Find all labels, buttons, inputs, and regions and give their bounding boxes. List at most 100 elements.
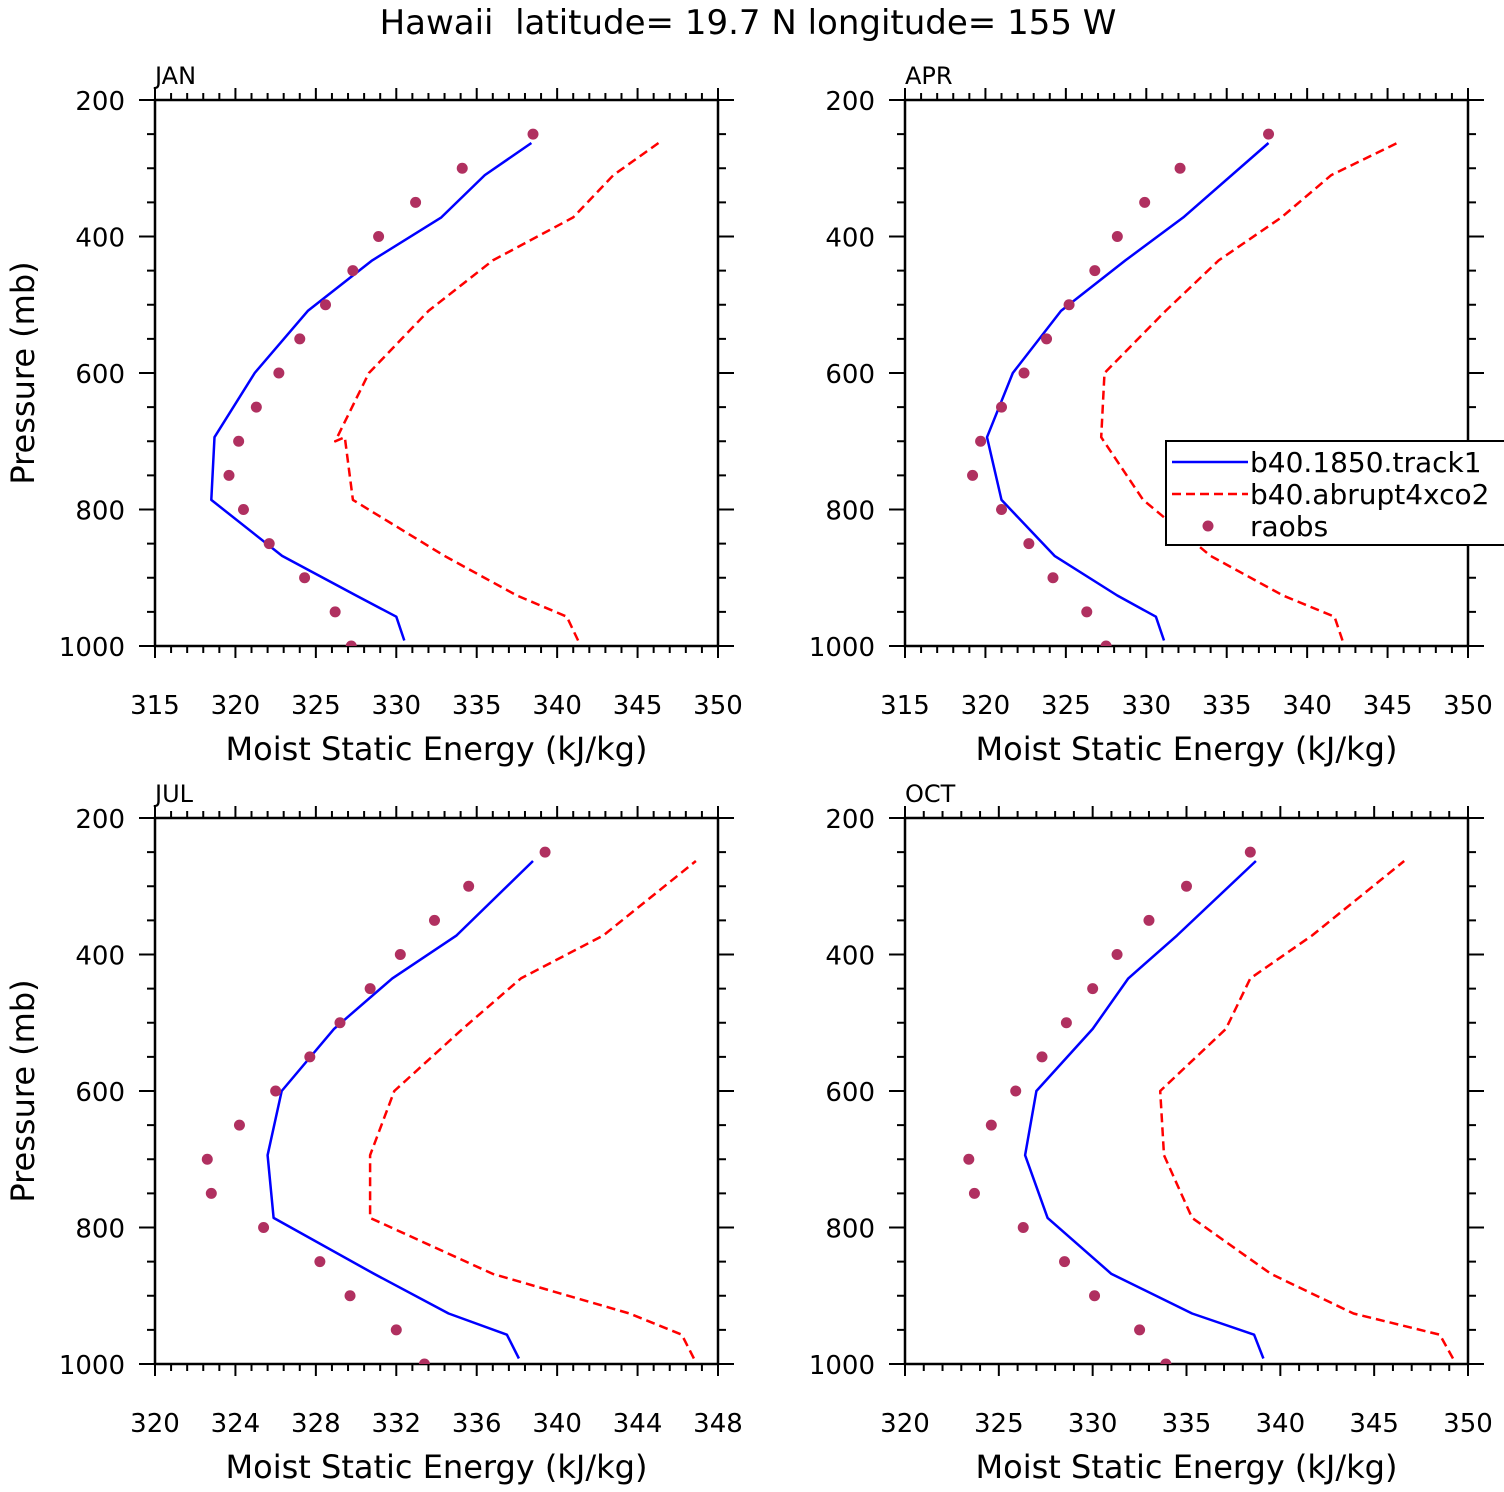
raobs-point <box>1244 846 1256 858</box>
x-axis-label: Moist Static Energy (kJ/kg) <box>226 730 648 768</box>
raobs-point <box>968 1187 980 1199</box>
x-tick-label: 320 <box>880 1409 930 1439</box>
y-tick-label: 1000 <box>59 633 125 663</box>
raobs-point <box>1017 1222 1029 1233</box>
y-tick-label: 400 <box>75 942 125 972</box>
raobs-point <box>975 435 987 447</box>
y-tick-label: 200 <box>825 805 875 835</box>
raobs-point <box>428 914 440 926</box>
y-tick-label: 800 <box>825 497 875 527</box>
raobs-point <box>1160 1358 1172 1364</box>
x-tick-label: 340 <box>1256 1409 1306 1439</box>
raobs-point <box>205 1187 217 1199</box>
raobs-point <box>1174 162 1186 174</box>
panel-label: APR <box>905 62 953 90</box>
y-axis-label: Pressure (mb) <box>4 261 42 484</box>
y-tick-label: 800 <box>75 1215 125 1245</box>
raobs-point <box>1089 1290 1101 1302</box>
y-tick-label: 1000 <box>59 1351 125 1381</box>
raobs-point <box>258 1222 270 1233</box>
series-line-b40-abrupt4xco2 <box>1158 860 1455 1360</box>
panel-jan: JAN 315 320 325 330 335 340 345 350 200 400 600 800 1… <box>4 62 743 768</box>
x-tick-label: 350 <box>1443 1409 1493 1439</box>
raobs-point <box>1087 983 1099 995</box>
plot-frame <box>903 98 1470 648</box>
raobs-point <box>1111 231 1123 242</box>
x-tick-label: 325 <box>974 1409 1024 1439</box>
raobs-point <box>237 504 249 515</box>
raobs-point <box>418 1358 430 1364</box>
raobs-point <box>304 1051 316 1063</box>
raobs-point <box>1081 606 1093 618</box>
raobs-point <box>233 435 245 447</box>
raobs-point <box>1036 1051 1048 1063</box>
raobs-point <box>985 1119 997 1131</box>
x-tick-label: 340 <box>532 691 582 721</box>
raobs-point <box>1023 538 1035 550</box>
raobs-point <box>410 196 422 208</box>
raobs-point <box>963 1153 975 1165</box>
raobs-point <box>223 469 235 481</box>
plot-frame <box>153 98 720 648</box>
x-tick-label: 335 <box>1202 691 1252 721</box>
y-axis-label: Pressure (mb) <box>4 979 42 1202</box>
panel-label: OCT <box>905 780 956 808</box>
x-axis-label: Moist Static Energy (kJ/kg) <box>976 1448 1398 1486</box>
x-tick-label: 340 <box>1282 691 1332 721</box>
x-axis-label: Moist Static Energy (kJ/kg) <box>226 1448 648 1486</box>
raobs-point <box>527 128 539 140</box>
raobs-point <box>263 538 275 550</box>
x-tick-label: 345 <box>1349 1409 1399 1439</box>
raobs-point <box>270 1085 282 1097</box>
raobs-point <box>394 949 406 960</box>
raobs-point <box>539 846 551 858</box>
x-tick-label: 330 <box>371 691 421 721</box>
raobs-point <box>250 401 262 413</box>
series-line-b40-1850-track1 <box>266 860 534 1360</box>
y-tick-label: 1000 <box>809 633 875 663</box>
panel-oct: OCT 320 325 330 335 340 345 350 200 400 600 800 1000… <box>809 780 1493 1486</box>
x-tick-label: 345 <box>613 691 663 721</box>
raobs-point <box>1089 265 1101 277</box>
raobs-point <box>967 469 979 481</box>
raobs-point <box>329 606 341 618</box>
raobs-point <box>1041 333 1053 345</box>
raobs-point <box>233 1119 245 1131</box>
y-tick-label: 800 <box>75 497 125 527</box>
x-tick-label: 325 <box>1041 691 1091 721</box>
raobs-point <box>1139 196 1151 208</box>
x-tick-label: 315 <box>130 691 180 721</box>
legend-symbol-raobs <box>1202 520 1214 532</box>
raobs-point <box>1100 640 1112 646</box>
raobs-point <box>314 1256 326 1268</box>
raobs-point <box>201 1153 213 1165</box>
raobs-point <box>1111 949 1123 960</box>
panel-jul: JUL 320 324 328 332 336 340 344 348 200 400 600 800 1… <box>4 780 743 1486</box>
y-tick-label: 800 <box>825 1215 875 1245</box>
raobs-point <box>1134 1324 1146 1336</box>
x-tick-label: 320 <box>130 1409 180 1439</box>
x-tick-label: 344 <box>613 1409 663 1439</box>
raobs-point <box>1018 367 1030 379</box>
raobs-point <box>1060 1017 1072 1029</box>
x-tick-label: 335 <box>452 691 502 721</box>
x-tick-label: 345 <box>1363 691 1413 721</box>
raobs-point <box>1047 572 1059 584</box>
raobs-point <box>996 504 1008 515</box>
raobs-point <box>456 162 468 174</box>
raobs-point <box>345 640 357 646</box>
raobs-point <box>1063 299 1075 311</box>
raobs-point <box>294 333 306 345</box>
x-tick-label: 348 <box>693 1409 743 1439</box>
y-tick-label: 200 <box>75 87 125 117</box>
y-tick-label: 400 <box>825 224 875 254</box>
raobs-point <box>344 1290 356 1302</box>
figure-title: Hawaii latitude= 19.7 N longitude= 155 W <box>380 3 1117 43</box>
raobs-point <box>1143 914 1155 926</box>
y-tick-label: 600 <box>75 360 125 390</box>
y-tick-label: 200 <box>825 87 875 117</box>
legend-label: raobs <box>1250 510 1328 543</box>
x-tick-label: 340 <box>532 1409 582 1439</box>
